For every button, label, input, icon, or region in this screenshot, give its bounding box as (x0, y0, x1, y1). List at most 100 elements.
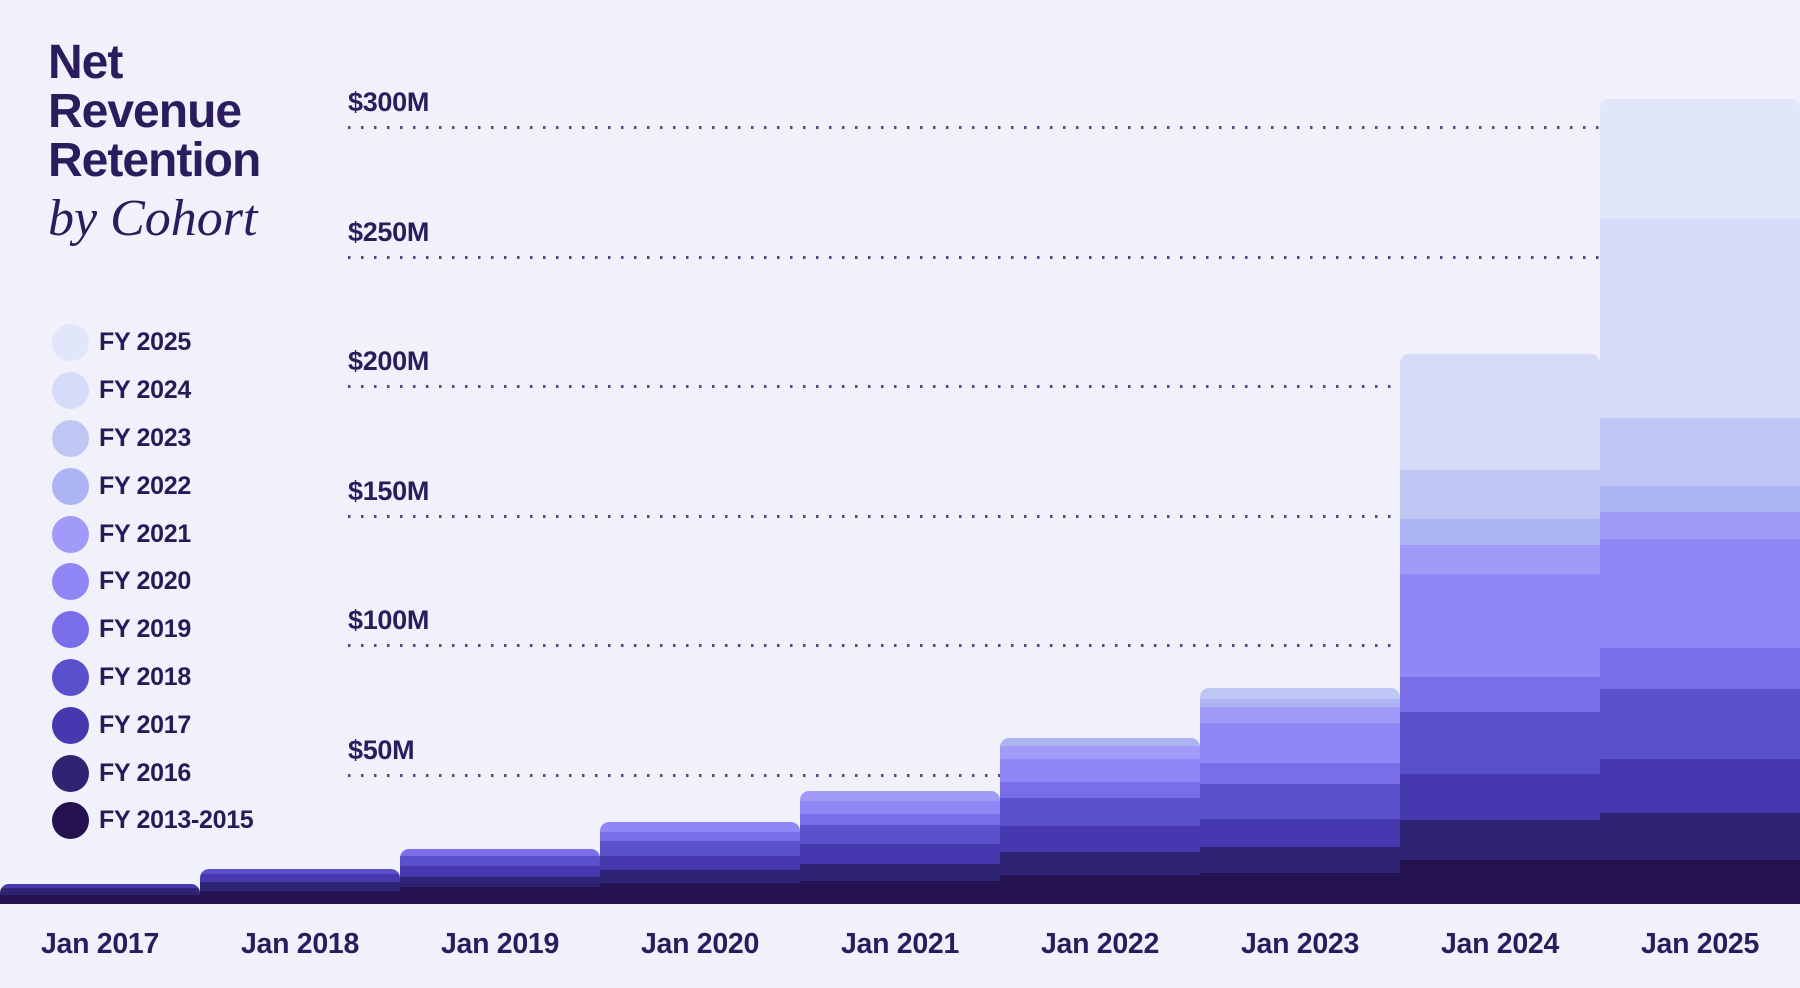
cohort-stack-jan-2025 (1600, 98, 1800, 904)
y-axis-label-250m: $250M (348, 216, 430, 247)
gridline-100m (348, 644, 1800, 647)
legend-label: FY 2017 (99, 710, 191, 739)
band-fy-2013-2015 (1000, 875, 1200, 904)
band-fy-2021 (800, 790, 1000, 802)
x-axis-label-jan-2019: Jan 2019 (440, 928, 560, 960)
band-fy-2018 (1400, 712, 1600, 775)
band-fy-2013-2015 (400, 887, 600, 904)
band-fy-2022 (1400, 519, 1600, 546)
band-fy-2020 (1000, 758, 1200, 783)
band-fy-2017 (600, 855, 800, 870)
x-axis-label-jan-2021: Jan 2021 (840, 928, 960, 960)
legend-label: FY 2025 (99, 328, 191, 357)
band-fy-2017 (1400, 774, 1600, 820)
band-fy-2013-2015 (1400, 859, 1600, 904)
band-fy-2020 (800, 801, 1000, 815)
x-axis-label-jan-2017: Jan 2017 (40, 928, 160, 960)
legend-swatch-icon (52, 658, 89, 696)
legend-item-fy-2013-2015: FY 2013-2015 (52, 797, 254, 845)
band-fy-2023 (1400, 470, 1600, 520)
band-fy-2018 (1200, 783, 1400, 819)
legend-swatch-icon (52, 563, 89, 601)
band-fy-2013-2015 (200, 891, 400, 904)
legend-item-fy-2025: FY 2025 (52, 319, 253, 367)
legend-swatch-icon (52, 467, 89, 505)
legend-swatch-icon (52, 802, 89, 840)
legend-item-fy-2018: FY 2018 (52, 654, 253, 702)
band-fy-2019 (800, 814, 1000, 825)
legend-item-fy-2021: FY 2021 (52, 510, 253, 558)
chart-title-block: Net Revenue Retention by Cohort (48, 36, 261, 245)
band-fy-2018 (1600, 688, 1800, 759)
band-fy-2018 (1000, 797, 1200, 827)
legend-label: FY 2018 (99, 662, 191, 691)
cohort-stack-jan-2024 (1400, 353, 1600, 904)
x-axis-label-jan-2022: Jan 2022 (1040, 928, 1160, 960)
band-fy-2021 (1200, 707, 1400, 723)
band-fy-2021 (1000, 746, 1200, 759)
band-fy-2018 (200, 869, 400, 875)
band-fy-2024 (1400, 353, 1600, 471)
band-fy-2023 (1600, 418, 1800, 486)
band-fy-2016 (600, 869, 800, 884)
band-fy-2024 (1600, 218, 1800, 419)
band-fy-2020 (1600, 538, 1800, 648)
cohort-stack-jan-2017 (0, 884, 200, 904)
band-fy-2016 (1400, 819, 1600, 860)
band-fy-2016 (1000, 852, 1200, 876)
band-fy-2017 (400, 866, 600, 877)
band-fy-2013-2015 (1200, 872, 1400, 904)
band-fy-2016 (200, 881, 400, 892)
legend-swatch-icon (52, 324, 89, 362)
x-axis-label-jan-2020: Jan 2020 (640, 928, 760, 960)
band-fy-2017 (800, 844, 1000, 864)
band-fy-2019 (1600, 647, 1800, 689)
legend-label: FY 2024 (99, 376, 191, 405)
x-axis-label-jan-2024: Jan 2024 (1440, 928, 1560, 960)
legend-item-fy-2022: FY 2022 (52, 462, 253, 510)
band-fy-2019 (1400, 677, 1600, 713)
legend-label: FY 2020 (99, 567, 191, 596)
band-fy-2017 (1000, 826, 1200, 853)
legend-item-fy-2024: FY 2024 (52, 367, 253, 415)
legend-swatch-icon (52, 611, 89, 649)
cohort-stack-jan-2022 (1000, 738, 1200, 904)
legend-item-fy-2020: FY 2020 (52, 558, 253, 606)
x-axis: Jan 2017 Jan 2018 Jan 2019 Jan 2020 Jan 2021… (0, 928, 1800, 988)
legend-swatch-icon (52, 754, 89, 792)
band-fy-2013-2015 (0, 894, 200, 904)
legend-label: FY 2019 (99, 615, 191, 644)
band-fy-2022 (1000, 738, 1200, 747)
band-fy-2025 (1600, 98, 1800, 219)
band-fy-2016 (400, 876, 600, 888)
band-fy-2013-2015 (600, 883, 800, 904)
band-fy-2019 (400, 848, 600, 857)
band-fy-2017 (0, 884, 200, 888)
y-axis-label-100m: $100M (348, 605, 430, 635)
band-fy-2017 (1600, 758, 1800, 814)
band-fy-2013-2015 (800, 880, 1000, 904)
title-line-1: Net (48, 36, 123, 89)
legend-swatch-icon (52, 706, 89, 744)
x-axis-label-jan-2018: Jan 2018 (240, 928, 360, 960)
band-fy-2017 (1200, 818, 1400, 847)
band-fy-2013-2015 (1600, 859, 1800, 904)
legend-swatch-icon (52, 419, 89, 457)
band-fy-2023 (1200, 687, 1400, 700)
title-line-2: Revenue (48, 85, 242, 138)
legend-label: FY 2016 (99, 758, 191, 787)
cohort-stack-jan-2023 (1200, 687, 1400, 904)
band-fy-2021 (1600, 511, 1800, 539)
band-fy-2020 (1200, 722, 1400, 763)
band-fy-2016 (1200, 846, 1400, 873)
band-fy-2019 (1000, 782, 1200, 798)
cohort-stack-jan-2021 (800, 790, 1000, 904)
band-fy-2021 (1400, 545, 1600, 574)
band-fy-2016 (1600, 813, 1800, 860)
cohort-stack-jan-2020 (600, 822, 800, 904)
gridline-300m (348, 126, 1800, 129)
x-axis-label-jan-2025: Jan 2025 (1640, 928, 1760, 960)
legend-item-fy-2017: FY 2017 (52, 701, 253, 749)
